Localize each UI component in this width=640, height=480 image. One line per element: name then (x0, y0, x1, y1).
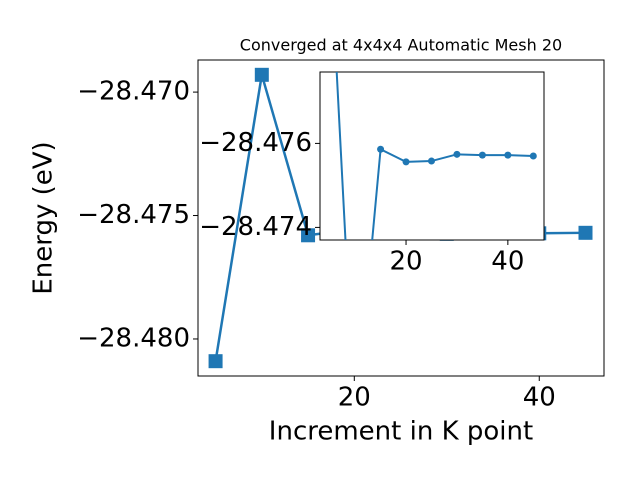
x-tick-label: 20 (338, 383, 371, 413)
marker (254, 67, 269, 82)
marker (578, 225, 593, 240)
y-tick-label: −28.480 (77, 323, 190, 353)
y-tick-label: −28.470 (77, 77, 190, 107)
y-tick-label: −28.474 (199, 212, 312, 242)
y-tick-label: −28.476 (199, 128, 312, 158)
x-tick-label: 40 (491, 247, 524, 277)
y-axis-label: Energy (eV) (29, 141, 59, 294)
marker (453, 150, 461, 158)
marker (529, 152, 537, 160)
marker (301, 228, 316, 243)
axes-frame (319, 71, 545, 241)
plot-area (335, 72, 537, 240)
marker (208, 354, 223, 369)
marker (504, 151, 512, 159)
marker (377, 145, 385, 153)
chart-title: Converged at 4x4x4 Automatic Mesh 20 (240, 36, 562, 55)
x-tick-label: 20 (389, 247, 422, 277)
x-tick-label: 40 (523, 383, 556, 413)
x-axis-label: Increment in K point (269, 417, 533, 447)
y-tick-label: −28.475 (77, 200, 190, 230)
marker (478, 151, 486, 159)
marker (402, 158, 410, 166)
marker (427, 157, 435, 165)
